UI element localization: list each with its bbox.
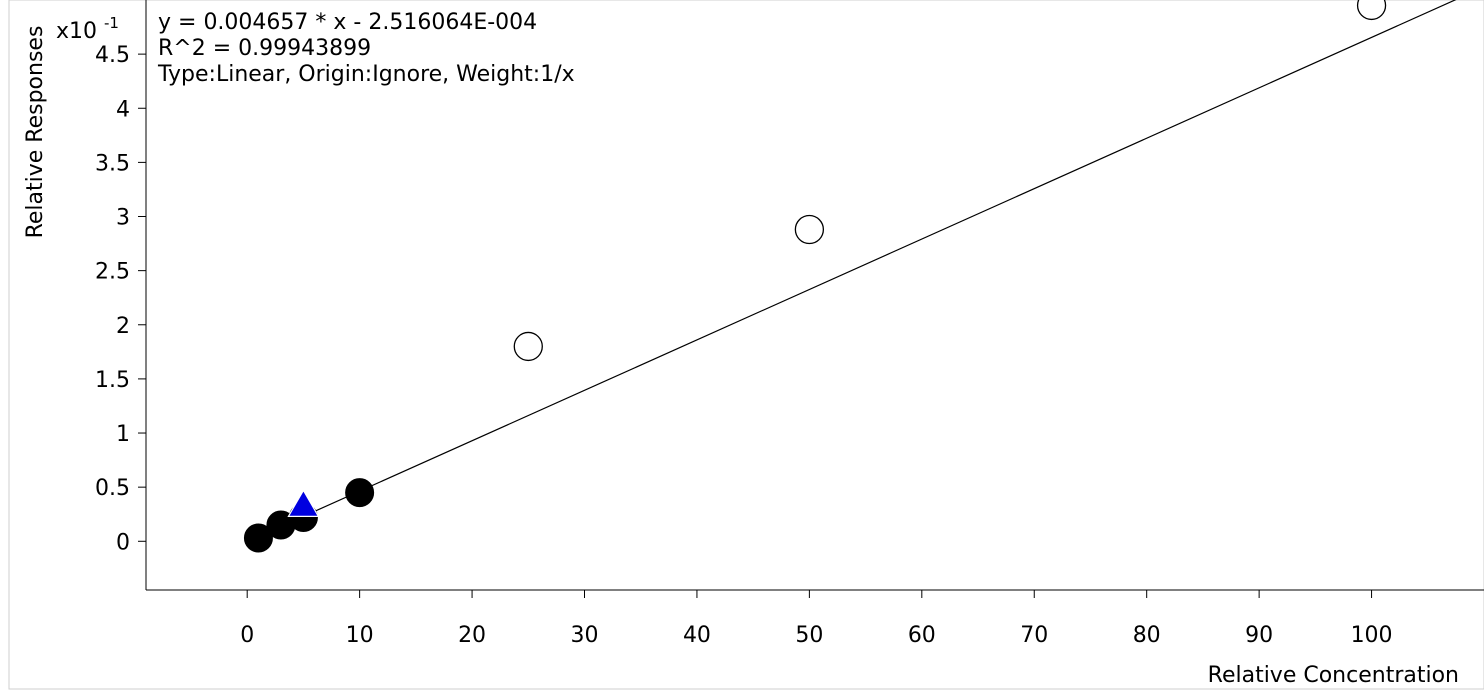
data-points bbox=[243, 0, 1387, 553]
fit-r-squared: R^2 = 0.99943899 bbox=[158, 36, 371, 61]
regression-line bbox=[246, 0, 1457, 543]
y-tick-label: 0 bbox=[116, 530, 130, 555]
y-multiplier: x10 -1 bbox=[56, 14, 119, 44]
x-tick-label: 80 bbox=[1133, 623, 1161, 648]
x-tick-label: 0 bbox=[240, 623, 254, 648]
y-tick-label: 4 bbox=[116, 97, 130, 122]
x-tick-label: 20 bbox=[458, 623, 486, 648]
y-tick-label: 3 bbox=[116, 206, 130, 231]
x-tick-label: 60 bbox=[908, 623, 936, 648]
y-tick-label: 1 bbox=[116, 422, 130, 447]
x-tick-label: 40 bbox=[683, 623, 711, 648]
calibration-point bbox=[345, 478, 375, 508]
y-tick-label: 0.5 bbox=[95, 476, 130, 501]
fit-annotation: y = 0.004657 * x - 2.516064E-004 R^2 = 0… bbox=[157, 10, 575, 87]
y-tick-label: 1.5 bbox=[95, 368, 130, 393]
x-axis-ticks: 0 10 20 30 40 50 60 70 80 90 100 bbox=[240, 590, 1393, 648]
x-tick-label: 30 bbox=[571, 623, 599, 648]
x-tick-label: 50 bbox=[795, 623, 823, 648]
y-tick-label: 2 bbox=[116, 314, 130, 339]
fit-type: Type:Linear, Origin:Ignore, Weight:1/x bbox=[157, 62, 575, 87]
x-tick-label: 90 bbox=[1245, 623, 1273, 648]
y-tick-label: 2.5 bbox=[95, 260, 130, 285]
y-multiplier-exponent: -1 bbox=[104, 14, 119, 32]
x-tick-label: 70 bbox=[1020, 623, 1048, 648]
excluded-point bbox=[513, 331, 543, 362]
fit-equation: y = 0.004657 * x - 2.516064E-004 bbox=[158, 10, 537, 35]
x-tick-label: 100 bbox=[1351, 623, 1393, 648]
y-multiplier-base: x10 bbox=[56, 19, 97, 44]
excluded-point bbox=[794, 214, 825, 245]
x-axis-title: Relative Concentration bbox=[1208, 663, 1459, 688]
y-axis-ticks: 0 0.5 1 1.5 2 2.5 3 3.5 4 4.5 bbox=[95, 43, 146, 555]
x-tick-label: 10 bbox=[346, 623, 374, 648]
chart-border bbox=[8, 0, 1484, 690]
calibration-point bbox=[243, 523, 273, 553]
y-tick-label: 3.5 bbox=[95, 151, 130, 176]
sample-point bbox=[287, 489, 320, 517]
y-axis-title: Relative Responses bbox=[23, 26, 48, 239]
excluded-point bbox=[1356, 0, 1387, 21]
y-tick-label: 4.5 bbox=[95, 43, 130, 68]
